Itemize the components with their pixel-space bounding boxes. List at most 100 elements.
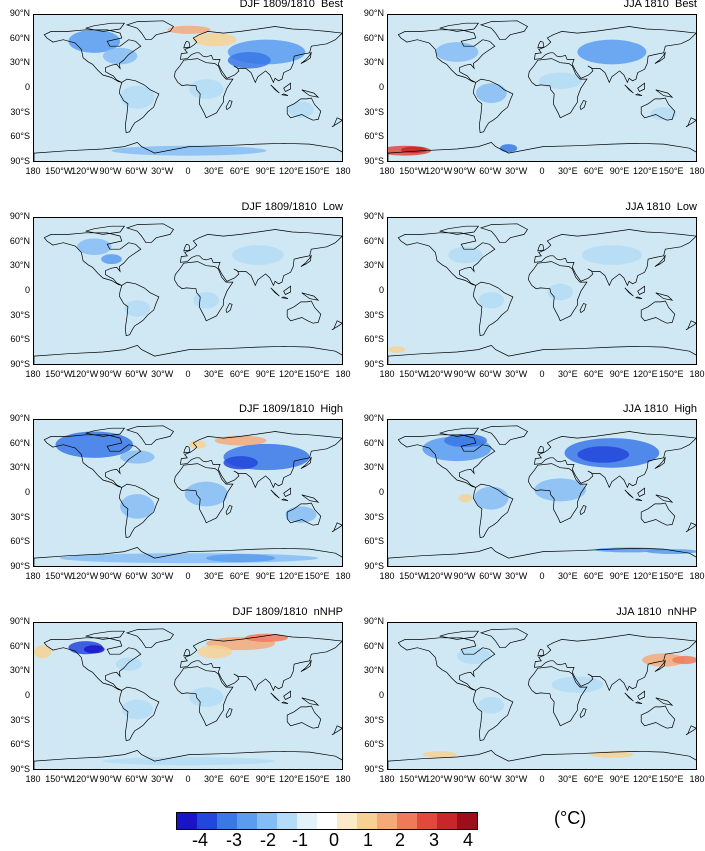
coastline (654, 659, 666, 672)
longitude-label: 0 (539, 571, 545, 581)
coastline (283, 690, 291, 700)
longitude-label: 120°W (71, 166, 99, 176)
latitude-label: 90°N (9, 413, 30, 423)
longitude-label: 90°E (255, 774, 276, 784)
longitude-label: 180 (379, 571, 395, 581)
colorbar-swatch (257, 813, 277, 829)
map-canvas (34, 15, 342, 161)
coastline (528, 463, 588, 524)
map-canvas (34, 420, 342, 566)
coastline (397, 232, 496, 286)
coastline (685, 117, 696, 128)
anomaly-region (189, 687, 224, 707)
coastline (301, 697, 320, 706)
coastline (655, 292, 674, 301)
longitude-label: 120°E (279, 166, 304, 176)
longitude-label: 60°W (479, 571, 502, 581)
anomaly-region (77, 238, 112, 255)
temperature-anomaly-map (33, 217, 343, 365)
longitude-label: 30°W (505, 571, 528, 581)
colorbar-tick-label: -3 (225, 830, 243, 850)
anomaly-region (288, 101, 314, 118)
map-panel: JJA 1810 Low 90°N 60°N 30°N 0 30°S 60°S 90°S 180… (364, 201, 705, 379)
coastline (331, 320, 342, 331)
anomaly-region (120, 85, 155, 109)
latitude-label: 90°N (9, 211, 30, 221)
coastline (479, 425, 529, 446)
coastline (179, 634, 342, 692)
coastline (43, 232, 142, 286)
map-background (34, 218, 342, 364)
coastline (125, 425, 175, 446)
coastline (537, 445, 545, 454)
colorbar-swatch (417, 813, 437, 829)
coastline (34, 750, 342, 769)
coastline (397, 29, 496, 83)
longitude-label: 180 (335, 166, 351, 176)
coastline (533, 634, 696, 692)
longitude-label: 90°W (453, 369, 476, 379)
coastline (125, 223, 175, 244)
latitude-label: 0 (24, 690, 30, 700)
map-canvas (34, 623, 342, 769)
latitude-label: 90°S (10, 561, 30, 571)
anomaly-region (422, 751, 457, 758)
latitude-label: 90°N (363, 8, 384, 18)
longitude-label: 180 (25, 369, 41, 379)
longitude-label: 150°W (45, 166, 73, 176)
longitude-label: 150°E (304, 166, 330, 176)
coastline (528, 666, 588, 727)
longitude-label: 180 (335, 774, 351, 784)
anomaly-region (285, 506, 317, 523)
temperature-anomaly-map (387, 419, 697, 567)
longitude-label: 120°E (279, 774, 304, 784)
coastline (280, 701, 289, 704)
longitude-label: 30°E (204, 369, 224, 379)
coastline (654, 51, 666, 64)
coastline (439, 427, 480, 437)
panel-title: JJA 1810 High (623, 403, 697, 415)
coastline (685, 522, 696, 533)
longitude-label: 150°W (45, 571, 73, 581)
longitude-label: 30°W (151, 571, 174, 581)
anomaly-region (189, 79, 224, 99)
latitude-label: 30°S (364, 714, 384, 725)
anomaly-region (650, 107, 677, 121)
coastline (174, 463, 234, 524)
anomaly-region (232, 245, 284, 265)
coastline (179, 229, 342, 287)
longitude-label: 0 (185, 571, 191, 581)
coastline (472, 483, 514, 539)
longitude-label: 120°E (279, 369, 304, 379)
coastline (183, 648, 191, 657)
coastline (537, 648, 545, 657)
coastline (637, 690, 645, 700)
colorbar-swatch (217, 813, 237, 829)
coastline (174, 58, 234, 119)
map-panel: JJA 1810 nNHP 90°N 60°N 30°N 0 30°S 60°S 90°S 18… (364, 606, 705, 784)
anomaly-region (577, 39, 647, 65)
longitude-label: 0 (185, 774, 191, 784)
temperature-anomaly-map (33, 14, 343, 162)
anomaly-region (184, 481, 228, 507)
longitude-label: 30°E (558, 166, 578, 176)
latitude-label: 90°N (9, 8, 30, 18)
longitude-label: 60°E (229, 369, 250, 379)
longitude-label: 120°W (425, 166, 453, 176)
longitude-label: 60°W (479, 774, 502, 784)
longitude-label: 90°W (99, 571, 122, 581)
coastline (174, 261, 234, 322)
longitude-label: 60°W (479, 166, 502, 176)
latitude-label: 30°S (10, 714, 30, 725)
coastline (85, 225, 126, 235)
latitude-label: 0 (378, 487, 384, 497)
coastline (634, 498, 643, 501)
coastline (533, 26, 696, 84)
coastline (388, 345, 696, 364)
colorbar-swatch (377, 813, 397, 829)
anomaly-region (214, 435, 267, 446)
coastline (300, 51, 312, 64)
longitude-label: 90°E (255, 369, 276, 379)
anomaly-region (111, 145, 267, 156)
coastline (479, 628, 529, 649)
